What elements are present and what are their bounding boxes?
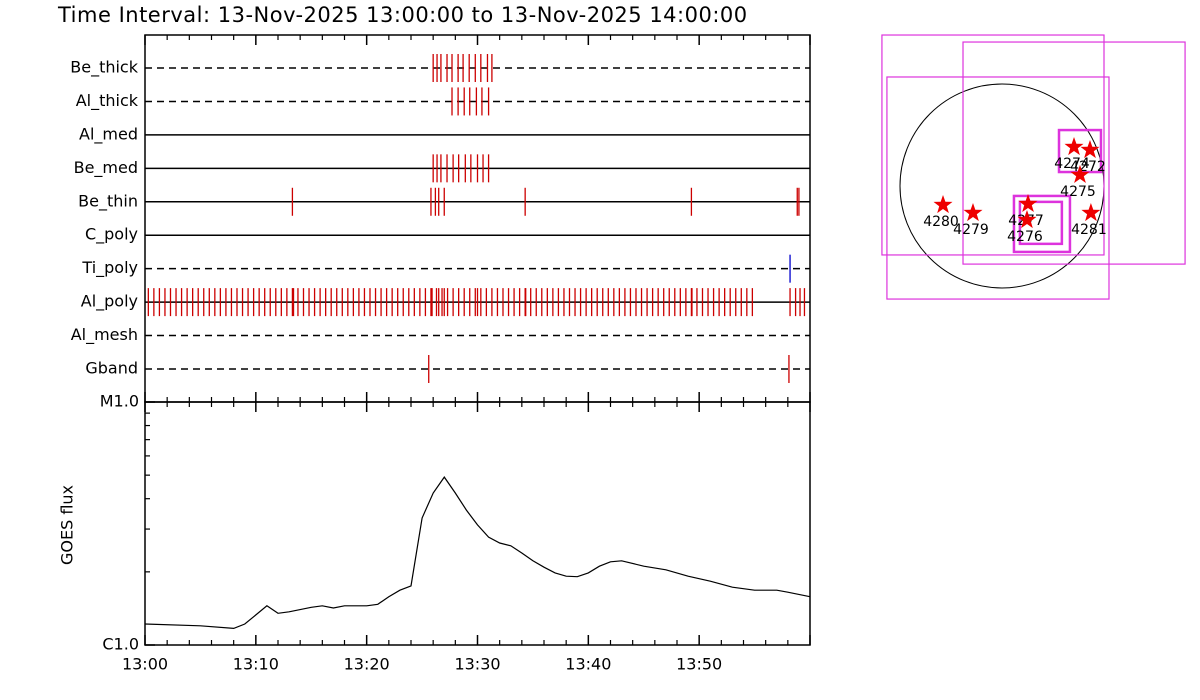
region-star [1064,137,1084,156]
goes-line [144,476,811,630]
row-label: Be_thin [78,191,138,211]
region-star [1018,194,1038,212]
region-star [1070,164,1090,183]
region-star [1081,203,1101,222]
row-label: Al_thick [76,91,139,111]
row-label: Be_med [74,158,138,178]
y-tick-label: M1.0 [100,392,139,411]
row-label: Al_mesh [71,325,138,345]
field-of-view [962,41,1186,265]
region-label: 4275 [1060,184,1096,200]
x-tick-label: 13:40 [565,655,611,674]
region-star [933,195,953,214]
row-label: Ti_poly [81,258,138,278]
row-label: Al_poly [81,292,138,312]
x-tick-label: 13:10 [233,655,279,674]
row-label: C_poly [85,225,138,245]
region-label: 4281 [1071,222,1107,238]
y-tick-label: C1.0 [102,635,139,654]
region-star [963,203,983,222]
region-star [1080,140,1100,159]
field-of-view [886,76,1110,300]
x-tick-label: 13:20 [344,655,390,674]
region-label: 4279 [953,222,989,238]
row-label: Gband [85,359,138,378]
row-label: Al_med [79,124,138,144]
x-tick-label: 13:50 [676,655,722,674]
field-of-view [1018,200,1064,246]
region-star [1017,210,1037,229]
chart-title: Time Interval: 13-Nov-2025 13:00:00 to 1… [57,3,748,27]
field-of-view [881,34,1105,256]
field-of-view [1012,194,1072,254]
x-tick-label: 13:30 [454,655,500,674]
y-axis-label: GOES flux [58,485,77,565]
x-tick-label: 13:00 [122,655,168,674]
region-label: 4276 [1007,229,1043,245]
region-label: 4280 [923,214,959,230]
row-label: Be_thick [70,58,138,78]
